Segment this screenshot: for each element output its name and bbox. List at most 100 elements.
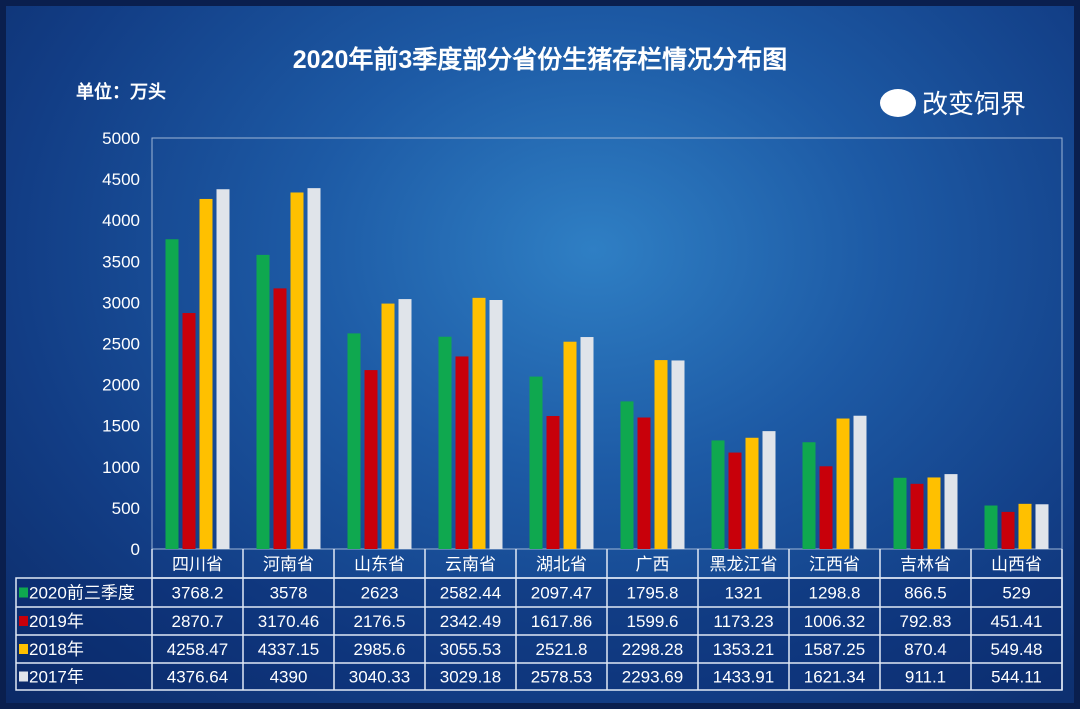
legend-label: 2018年 xyxy=(29,640,84,659)
bar-3 xyxy=(1035,504,1049,549)
category-label: 山西省 xyxy=(991,555,1042,574)
legend-label: 2020前三季度 xyxy=(29,584,135,603)
bar-0 xyxy=(893,477,907,549)
legend-swatch xyxy=(19,671,28,682)
bar-3 xyxy=(216,189,230,550)
bar-2 xyxy=(563,341,577,549)
bar-0 xyxy=(802,442,816,549)
unit-label: 单位：万头 xyxy=(76,81,166,102)
data-label: 911.1 xyxy=(905,668,946,687)
category-label: 山东省 xyxy=(354,555,405,574)
bar-0 xyxy=(165,239,179,549)
data-label: 3040.33 xyxy=(349,668,410,687)
y-tick-label: 1500 xyxy=(102,417,140,436)
data-label: 792.83 xyxy=(900,612,952,631)
data-label: 544.11 xyxy=(991,668,1042,687)
data-label: 1599.6 xyxy=(627,612,679,631)
bar-2 xyxy=(654,360,668,549)
bar-3 xyxy=(398,299,412,549)
data-label: 529 xyxy=(1002,584,1030,603)
data-label: 1617.86 xyxy=(531,612,592,631)
y-tick-label: 3500 xyxy=(102,252,140,271)
data-label: 3055.53 xyxy=(440,640,501,659)
data-label: 1298.8 xyxy=(809,584,861,603)
bar-0 xyxy=(529,376,543,549)
bar-0 xyxy=(347,333,361,549)
legend-swatch xyxy=(19,644,28,654)
data-label: 4376.64 xyxy=(167,668,228,687)
category-label: 江西省 xyxy=(809,555,860,574)
data-label: 1173.23 xyxy=(713,612,773,631)
y-tick-label: 2000 xyxy=(102,376,140,395)
category-label: 河南省 xyxy=(263,555,314,574)
data-label: 866.5 xyxy=(904,584,947,603)
bar-1 xyxy=(455,356,469,549)
bar-1 xyxy=(546,416,560,549)
bar-2 xyxy=(1018,503,1032,549)
y-tick-label: 5000 xyxy=(102,129,140,148)
data-label: 1621.34 xyxy=(804,668,865,687)
category-label: 湖北省 xyxy=(536,555,587,574)
category-label: 吉林省 xyxy=(900,555,951,574)
legend-swatch xyxy=(19,616,28,626)
data-label: 3029.18 xyxy=(440,668,501,687)
data-label: 1321 xyxy=(725,584,763,603)
bar-0 xyxy=(620,401,634,549)
data-label: 451.41 xyxy=(991,612,1043,631)
bar-2 xyxy=(472,297,486,549)
data-label: 2870.7 xyxy=(172,612,224,631)
bar-3 xyxy=(580,337,594,549)
bar-0 xyxy=(711,440,725,549)
bar-0 xyxy=(438,336,452,549)
bar-2 xyxy=(927,477,941,549)
bar-2 xyxy=(290,192,304,549)
bar-1 xyxy=(637,417,651,549)
category-label: 四川省 xyxy=(172,555,223,574)
bar-1 xyxy=(910,483,924,549)
data-label: 2985.6 xyxy=(354,640,406,659)
data-label: 2582.44 xyxy=(440,584,501,603)
category-label: 广西 xyxy=(636,555,670,574)
chart-title: 2020年前3季度部分省份生猪存栏情况分布图 xyxy=(293,45,788,74)
data-label: 3768.2 xyxy=(172,584,224,603)
data-label: 1433.91 xyxy=(713,668,774,687)
bar-3 xyxy=(307,188,321,549)
data-label: 1795.8 xyxy=(627,584,679,603)
legend-label: 2017年 xyxy=(29,668,84,687)
data-label: 2623 xyxy=(361,584,399,603)
category-label: 云南省 xyxy=(445,555,496,574)
bar-3 xyxy=(853,415,867,549)
data-label: 3578 xyxy=(270,584,308,603)
y-tick-label: 1000 xyxy=(102,458,140,477)
bar-3 xyxy=(489,300,503,549)
data-label: 549.48 xyxy=(991,640,1043,659)
data-label: 870.4 xyxy=(904,640,947,659)
bar-1 xyxy=(1001,511,1015,549)
bar-2 xyxy=(836,418,850,549)
category-label: 黑龙江省 xyxy=(710,555,778,574)
data-label: 4258.47 xyxy=(167,640,228,659)
data-label: 2176.5 xyxy=(354,612,406,631)
bar-1 xyxy=(182,313,196,549)
legend-label: 2019年 xyxy=(29,612,84,631)
data-label: 2293.69 xyxy=(622,668,683,687)
y-tick-label: 0 xyxy=(131,540,140,559)
data-label: 1006.32 xyxy=(804,612,865,631)
bar-2 xyxy=(199,198,213,549)
bar-0 xyxy=(256,254,270,549)
data-label: 2342.49 xyxy=(440,612,501,631)
y-tick-label: 4000 xyxy=(102,211,140,230)
bar-3 xyxy=(762,431,776,549)
data-table xyxy=(15,577,1063,691)
y-tick-label: 2500 xyxy=(102,335,140,354)
y-tick-label: 3000 xyxy=(102,293,140,312)
data-label: 4390 xyxy=(270,668,308,687)
data-label: 2578.53 xyxy=(531,668,592,687)
y-tick-label: 500 xyxy=(112,499,140,518)
data-label: 1587.25 xyxy=(804,640,865,659)
data-label: 2298.28 xyxy=(622,640,683,659)
bar-1 xyxy=(364,370,378,549)
watermark-text: 改变饲界 xyxy=(922,89,1027,119)
y-tick-label: 4500 xyxy=(102,170,140,189)
